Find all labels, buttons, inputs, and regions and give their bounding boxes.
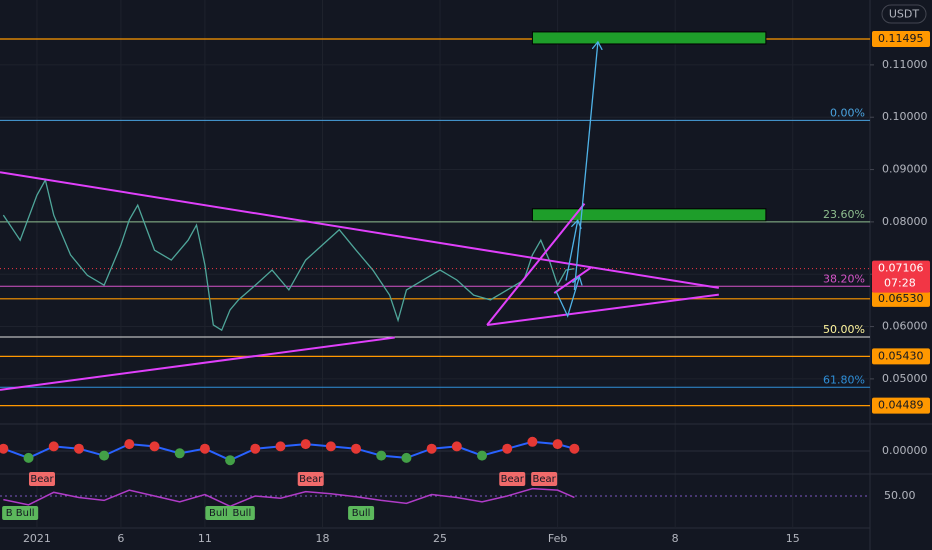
y-tick-label: 0.00000 [882, 444, 928, 457]
signal-tag [297, 472, 324, 486]
last-price-label: 0.07106 [878, 262, 924, 275]
oscillator-dot [275, 441, 286, 452]
signal-tag [499, 472, 526, 486]
fib-label: 0.00% [830, 106, 865, 119]
price-level-tag [872, 348, 930, 365]
trend-line [486, 202, 586, 326]
oscillator-dot [0, 443, 9, 454]
signal-label: Bull [16, 508, 35, 519]
price-level-tag [872, 30, 930, 47]
x-tick-label: 6 [117, 532, 124, 545]
signal-tag [531, 472, 558, 486]
oscillator-dot [527, 436, 538, 447]
fib-label: 61.80% [823, 373, 865, 386]
signal-label: Bear [30, 474, 54, 485]
signal-tag [12, 506, 39, 520]
x-tick-label: 11 [198, 532, 212, 545]
y-tick-label: 0.11000 [882, 58, 928, 71]
signal-label: Bear [533, 474, 557, 485]
y-tick-label: 0.09000 [882, 163, 928, 176]
price-level-label: 0.04489 [878, 399, 924, 412]
y-tick-label: 0.08000 [882, 215, 928, 228]
oscillator-dot [23, 452, 34, 463]
oscillator-dot [300, 439, 311, 450]
oscillator-dot [73, 443, 84, 454]
oscillator-dot [552, 439, 563, 450]
currency: USDT [889, 8, 920, 21]
oscillator-dot [48, 441, 59, 452]
price-level-tag [872, 290, 930, 307]
fib-label: 38.20% [823, 272, 865, 285]
signal-label: Bull [352, 508, 371, 519]
signal-tag [348, 506, 375, 520]
signal-label: Bear [501, 474, 525, 485]
price-level-label: 0.11495 [878, 32, 924, 45]
fib-label: 23.60% [823, 208, 865, 221]
oscillator-dot [401, 452, 412, 463]
signal-tag [28, 472, 55, 486]
target-zone [531, 31, 767, 45]
oscillator-dot [124, 439, 135, 450]
signal-label: Bull [209, 508, 228, 519]
oscillator-dot [376, 450, 387, 461]
projection-arrow [573, 42, 598, 290]
oscillator-dot [325, 441, 336, 452]
signal-label: Bear [299, 474, 323, 485]
currency-badge[interactable] [881, 4, 927, 24]
trend-line [486, 293, 719, 326]
oscillator-dot [99, 450, 110, 461]
price-line [2, 178, 575, 332]
fib-label: 50.00% [823, 323, 865, 336]
y-tick-label: 0.06000 [882, 320, 928, 333]
oscillator-dot [477, 450, 488, 461]
oscillator-dot [451, 441, 462, 452]
projection-arrow [555, 277, 580, 318]
x-tick-label: 25 [433, 532, 447, 545]
countdown: 07:28 [884, 277, 916, 290]
projection-arrow [565, 220, 578, 281]
price-level-label: 0.06530 [878, 292, 924, 305]
signal-tag [205, 506, 232, 520]
oscillator-dot [502, 443, 513, 454]
oscillator-dot [351, 443, 362, 454]
last-price-tag [872, 260, 930, 293]
x-tick-label: 15 [786, 532, 800, 545]
y-tick-label: 50.00 [884, 489, 916, 502]
price-level-label: 0.05430 [878, 349, 924, 362]
x-tick-label: 8 [672, 532, 679, 545]
x-tick-label: 18 [315, 532, 329, 545]
trend-line [0, 171, 720, 289]
price-level-tag [872, 397, 930, 414]
y-tick-label: 0.10000 [882, 110, 928, 123]
oscillator-dot [149, 441, 160, 452]
oscillator-dot [199, 443, 210, 454]
signal-tag [228, 506, 255, 520]
rsi-line [3, 487, 575, 508]
oscillator-dot [225, 455, 236, 466]
target-zone [531, 208, 767, 222]
x-tick-label: Feb [548, 532, 567, 545]
oscillator-dot [426, 443, 437, 454]
trend-line [0, 336, 395, 391]
oscillator-dot [174, 448, 185, 459]
oscillator-dot [250, 443, 261, 454]
signal-label: Bull [232, 508, 251, 519]
y-tick-label: 0.05000 [882, 372, 928, 385]
oscillator-dot [569, 443, 580, 454]
x-tick-label: 2021 [23, 532, 51, 545]
